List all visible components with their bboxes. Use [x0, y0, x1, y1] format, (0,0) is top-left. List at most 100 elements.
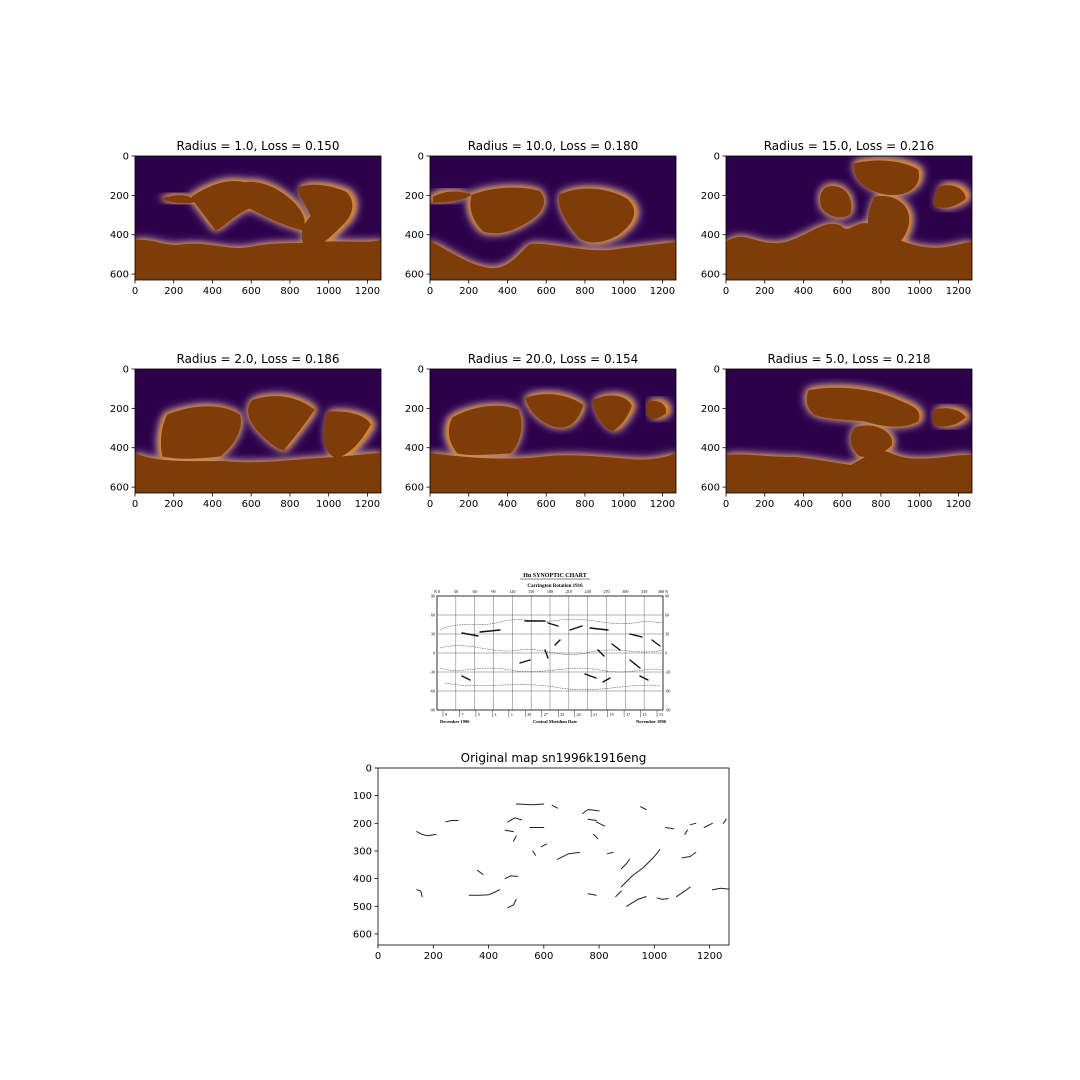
original-map-title: Original map sn1996k1916eng	[461, 751, 647, 765]
x-tick-label: 1000	[642, 951, 667, 962]
heatmap-panel: Radius = 5.0, Loss = 0.218 0 200 400 600 800 1…	[701, 352, 973, 510]
x-tick-label: 600	[242, 499, 261, 510]
original-map-segment	[512, 835, 517, 842]
original-map-segment	[477, 869, 484, 875]
panel-title: Radius = 15.0, Loss = 0.216	[764, 139, 935, 153]
synoptic-chart-image: Hα SYNOPTIC CHART Carrington Rotation 19…	[430, 573, 671, 724]
x-tick-label: 400	[203, 499, 222, 510]
synoptic-grid	[437, 596, 663, 710]
heatmap-shapes	[726, 386, 972, 493]
y-tick-label: 400	[701, 230, 720, 241]
synoptic-latitude-label-left: -60	[430, 689, 435, 694]
x-tick-label: 800	[280, 499, 299, 510]
synoptic-boundary	[439, 618, 663, 631]
synoptic-date-label: 17	[626, 712, 630, 717]
x-tick-label: 600	[534, 951, 553, 962]
synoptic-longitude-label: 180	[547, 589, 553, 594]
original-map-segment	[626, 896, 647, 907]
original-map-segment	[684, 829, 688, 835]
synoptic-filament	[584, 673, 597, 679]
heatmap-blob	[853, 160, 920, 196]
x-tick-label: 600	[537, 499, 556, 510]
x-tick-label: 0	[723, 499, 729, 510]
heatmap-blob	[932, 185, 966, 208]
heatmap-blob	[525, 394, 584, 428]
y-tick-label: 600	[110, 483, 129, 494]
synoptic-date-label: 25	[560, 712, 564, 717]
x-tick-label: 600	[242, 286, 261, 297]
synoptic-boundary	[439, 645, 663, 655]
heatmap-panel: Radius = 15.0, Loss = 0.216 0 200 400 600 800…	[701, 139, 973, 297]
synoptic-date-label: 13	[659, 712, 663, 717]
x-tick-label: 400	[498, 286, 517, 297]
synoptic-date-label: 21	[593, 712, 597, 717]
original-map-segment	[532, 850, 536, 856]
heatmap-shapes	[135, 394, 381, 493]
y-tick-label: 600	[405, 483, 424, 494]
heatmap-shapes	[726, 158, 972, 280]
x-tick-label: 200	[459, 286, 478, 297]
heatmap-bottom-region	[726, 451, 972, 493]
y-tick-label: 200	[353, 819, 372, 830]
synoptic-filament	[611, 643, 621, 651]
original-map-segment	[540, 843, 548, 848]
x-tick-label: 400	[479, 951, 498, 962]
synoptic-date-label: 7	[461, 712, 463, 717]
heatmap-blob	[448, 405, 522, 455]
panel-title: Radius = 1.0, Loss = 0.150	[177, 139, 340, 153]
synoptic-longitude-label: 60	[473, 589, 477, 594]
x-tick-label: 800	[871, 499, 890, 510]
x-tick-label: 1000	[611, 499, 636, 510]
x-tick-label: 1000	[611, 286, 636, 297]
x-tick-label: 600	[833, 286, 852, 297]
x-tick-label: 1200	[355, 286, 380, 297]
synoptic-filament	[569, 625, 583, 631]
synoptic-latitude-label-left: -30	[430, 670, 435, 675]
y-tick-label: 0	[418, 365, 424, 376]
synoptic-longitude-label: 120	[509, 589, 515, 594]
synoptic-date-label: 5	[478, 712, 480, 717]
synoptic-latitude-label-right: -30	[665, 670, 670, 675]
synoptic-footer-center: Central Meridian Date	[533, 719, 577, 724]
synoptic-filament	[519, 659, 531, 664]
x-tick-label: 800	[575, 499, 594, 510]
x-tick-label: 1200	[697, 951, 722, 962]
synoptic-footer-left: December 1996	[440, 719, 470, 724]
x-tick-label: 1200	[946, 499, 971, 510]
heatmap-bottom-region	[430, 453, 676, 493]
x-tick-label: 0	[427, 499, 433, 510]
original-map-segment	[664, 827, 675, 830]
heatmap-blob	[806, 387, 920, 427]
x-tick-label: 800	[575, 286, 594, 297]
x-tick-label: 200	[459, 499, 478, 510]
heatmap-image	[430, 156, 676, 280]
synoptic-longitude-label: 210	[566, 589, 572, 594]
x-tick-label: 600	[833, 499, 852, 510]
original-map-segment	[587, 818, 597, 821]
original-map-segment	[681, 851, 697, 859]
original-map-segment	[703, 822, 713, 828]
axes-frame	[725, 155, 973, 281]
heatmap-blob	[819, 186, 852, 218]
synoptic-longitude-label: 330	[641, 589, 647, 594]
original-map-segment	[595, 821, 606, 827]
y-tick-label: 200	[701, 191, 720, 202]
x-tick-label: 200	[755, 499, 774, 510]
x-tick-label: 1000	[316, 499, 341, 510]
y-tick-label: 100	[353, 791, 372, 802]
synoptic-date-label: 27	[544, 712, 548, 717]
y-tick-label: 400	[110, 230, 129, 241]
synoptic-filament	[589, 627, 609, 631]
x-tick-label: 200	[424, 951, 443, 962]
original-map-segment	[656, 897, 669, 900]
heatmap-bottom-region	[135, 239, 381, 280]
original-map-segment	[551, 804, 559, 809]
x-tick-label: 400	[794, 499, 813, 510]
y-tick-label: 600	[405, 270, 424, 281]
heatmap-blob	[646, 400, 667, 419]
y-tick-label: 300	[353, 846, 372, 857]
x-tick-label: 0	[375, 951, 381, 962]
panel-title: Radius = 2.0, Loss = 0.186	[177, 352, 340, 366]
synoptic-filaments	[439, 618, 663, 690]
x-tick-label: 1200	[650, 499, 675, 510]
